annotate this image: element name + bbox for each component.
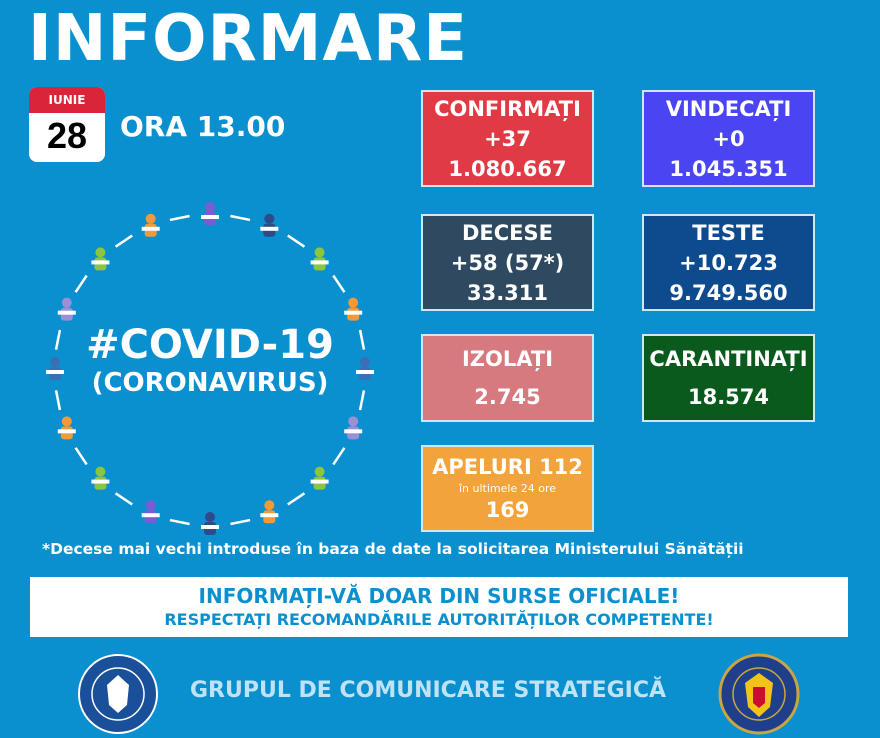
stat-delta: +0 bbox=[712, 126, 745, 151]
stat-label: CARANTINAȚI bbox=[649, 347, 808, 371]
banner-line-2: RESPECTAȚI RECOMANDĂRILE AUTORITĂȚILOR C… bbox=[164, 610, 714, 629]
person-icon bbox=[260, 213, 279, 237]
stat-total: 1.045.351 bbox=[669, 156, 788, 181]
stat-isolated: IZOLAȚI 2.745 bbox=[421, 334, 594, 422]
stat-sublabel: în ultimele 24 ore bbox=[459, 482, 556, 495]
double-arrow-icon bbox=[230, 214, 251, 222]
double-arrow-icon bbox=[230, 518, 251, 526]
double-arrow-icon bbox=[169, 518, 190, 526]
stat-deaths: DECESE +58 (57*) 33.311 bbox=[421, 214, 594, 311]
stat-delta: +10.723 bbox=[679, 250, 778, 275]
stat-label: APELURI 112 bbox=[432, 455, 583, 479]
stat-total: 2.745 bbox=[474, 385, 541, 409]
stat-label: CONFIRMAȚI bbox=[434, 96, 581, 121]
stat-label: IZOLAȚI bbox=[461, 347, 554, 371]
calendar-month: IUNIE bbox=[29, 87, 105, 113]
stat-total: 33.311 bbox=[466, 280, 549, 305]
person-icon bbox=[356, 357, 374, 380]
official-sources-banner: INFORMAȚI-VĂ DOAR DIN SURSE OFICIALE! RE… bbox=[30, 577, 848, 637]
double-arrow-icon bbox=[74, 274, 88, 293]
person-icon bbox=[260, 500, 279, 524]
stat-label: TESTE bbox=[692, 220, 765, 245]
stat-total: 169 bbox=[485, 498, 530, 522]
person-icon bbox=[310, 466, 329, 490]
calendar-icon: IUNIE 28 bbox=[29, 87, 105, 162]
report-time: ORA 13.00 bbox=[120, 110, 286, 143]
person-icon bbox=[201, 202, 219, 225]
double-arrow-icon bbox=[54, 329, 62, 350]
covid-title: #COVID-19 bbox=[86, 322, 334, 368]
stat-quarantined: CARANTINAȚI 18.574 bbox=[642, 334, 815, 422]
double-arrow-icon bbox=[114, 234, 133, 248]
stat-confirmed: CONFIRMAȚI +37 1.080.667 bbox=[421, 90, 594, 187]
stat-recovered: VINDECAȚI +0 1.045.351 bbox=[642, 90, 815, 187]
stat-delta: +58 (57*) bbox=[450, 250, 565, 275]
stat-tests: TESTE +10.723 9.749.560 bbox=[642, 214, 815, 311]
double-arrow-icon bbox=[114, 492, 133, 506]
covid-heading: #COVID-19 (CORONAVIRUS) bbox=[60, 322, 360, 398]
emergency-department-seal-logo bbox=[718, 653, 800, 735]
person-icon bbox=[344, 416, 363, 440]
banner-line-1: INFORMAȚI-VĂ DOAR DIN SURSE OFICIALE! bbox=[198, 584, 680, 608]
stat-total: 9.749.560 bbox=[669, 280, 788, 305]
double-arrow-icon bbox=[332, 274, 346, 293]
double-arrow-icon bbox=[287, 492, 306, 506]
double-arrow-icon bbox=[287, 234, 306, 248]
person-icon bbox=[91, 466, 110, 490]
page-title: INFORMARE bbox=[28, 2, 468, 76]
person-icon bbox=[46, 357, 64, 380]
stat-label: DECESE bbox=[461, 220, 553, 245]
double-arrow-icon bbox=[358, 390, 366, 411]
people-circle-illustration bbox=[46, 202, 374, 535]
calendar-day: 28 bbox=[46, 115, 88, 156]
stat-total: 18.574 bbox=[687, 385, 770, 409]
stat-label: VINDECAȚI bbox=[665, 96, 792, 121]
person-icon bbox=[91, 247, 110, 271]
double-arrow-icon bbox=[74, 447, 88, 466]
person-icon bbox=[57, 297, 76, 321]
person-icon bbox=[57, 416, 76, 440]
person-icon bbox=[310, 247, 329, 271]
stat-total: 1.080.667 bbox=[448, 156, 567, 181]
footnote: *Decese mai vechi introduse în baza de d… bbox=[42, 540, 744, 558]
person-icon bbox=[344, 297, 363, 321]
person-icon bbox=[141, 500, 160, 524]
double-arrow-icon bbox=[54, 390, 62, 411]
stat-calls-112: APELURI 112 în ultimele 24 ore 169 bbox=[421, 445, 594, 532]
double-arrow-icon bbox=[169, 214, 190, 222]
double-arrow-icon bbox=[332, 447, 346, 466]
footer-organization: GRUPUL DE COMUNICARE STRATEGICĂ bbox=[190, 678, 667, 703]
person-icon bbox=[141, 213, 160, 237]
stat-delta: +37 bbox=[484, 126, 531, 151]
government-seal-logo bbox=[78, 654, 158, 734]
person-icon bbox=[201, 512, 219, 535]
covid-subtitle: (CORONAVIRUS) bbox=[91, 368, 329, 398]
double-arrow-icon bbox=[358, 329, 366, 350]
